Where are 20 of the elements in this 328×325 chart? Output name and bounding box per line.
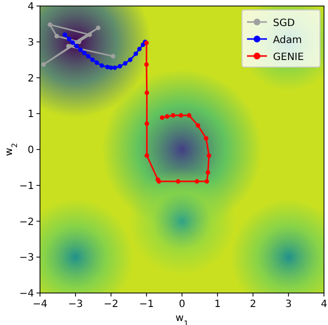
- x-tick-label: 3: [285, 299, 292, 310]
- y-tick-label: −1: [19, 180, 34, 192]
- y-tick-label: 3: [28, 37, 34, 48]
- x-tick-label: −3: [68, 299, 83, 310]
- y-tick-label: 0: [28, 145, 34, 156]
- legend-label: GENIE: [273, 52, 304, 63]
- legend-label: SGD: [273, 18, 296, 29]
- y-tick-label: −2: [19, 216, 34, 228]
- x-tick-label: 0: [178, 299, 186, 310]
- x-tick-label: −2: [104, 299, 118, 310]
- y-tick-label: 1: [28, 109, 34, 120]
- x-tick-label: 4: [320, 299, 328, 310]
- x-tick-label: 1: [214, 299, 221, 310]
- y-tick-label: 2: [28, 73, 34, 84]
- y-tick-label: 4: [28, 2, 34, 12]
- y-tick-label: −4: [19, 288, 34, 300]
- y-tick-label: −3: [19, 252, 34, 264]
- legend-label: Adam: [273, 35, 302, 46]
- x-tick-label: −1: [139, 299, 154, 310]
- x-tick-label: 2: [250, 299, 256, 310]
